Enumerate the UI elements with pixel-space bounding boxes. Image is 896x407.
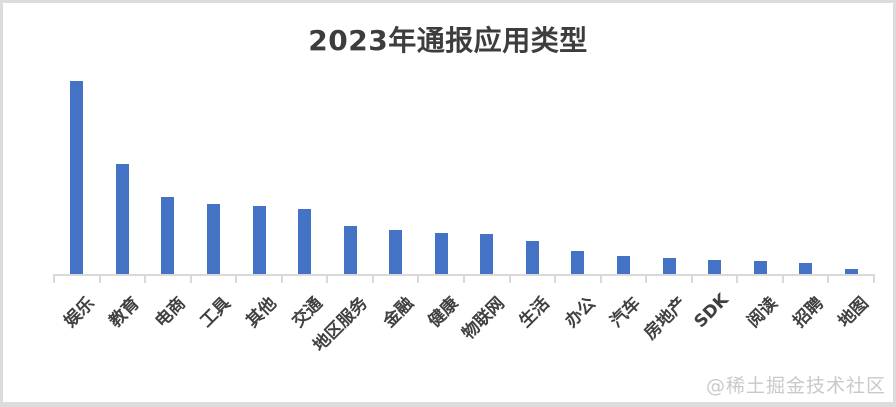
- axis-tick: [326, 274, 329, 283]
- bar-slot: [327, 81, 373, 274]
- x-axis-label: 金融: [379, 293, 418, 332]
- bar-slot: [373, 81, 419, 274]
- bar: [662, 257, 676, 274]
- axis-tick: [873, 274, 875, 283]
- plot-area: [54, 81, 874, 274]
- bar: [434, 232, 448, 274]
- axis-tick: [98, 274, 101, 283]
- bar: [389, 229, 403, 274]
- axis-tick: [827, 274, 830, 283]
- axis-tick: [417, 274, 420, 283]
- bar-slot: [145, 81, 191, 274]
- bar: [799, 263, 813, 274]
- bar-slot: [737, 81, 783, 274]
- x-axis-label: 教育: [105, 293, 144, 332]
- bar-slot: [419, 81, 465, 274]
- bar: [753, 260, 767, 274]
- axis-tick: [280, 274, 283, 283]
- axis-tick: [554, 274, 557, 283]
- bar-slot: [191, 81, 237, 274]
- bar-slot: [692, 81, 738, 274]
- watermark: @稀土掘金技术社区: [705, 375, 886, 397]
- bar-slot: [555, 81, 601, 274]
- bar-slot: [236, 81, 282, 274]
- x-axis-label: 地图: [834, 293, 873, 332]
- bar-slot: [646, 81, 692, 274]
- axis-tick: [189, 274, 192, 283]
- bar-slot: [601, 81, 647, 274]
- bar-slot: [783, 81, 829, 274]
- axis-tick: [599, 274, 602, 283]
- x-axis-label: SDK: [690, 290, 733, 333]
- x-axis-label: 生活: [515, 293, 554, 332]
- x-axis-label: 招聘: [789, 293, 828, 332]
- bar-slot: [54, 81, 100, 274]
- bar: [161, 196, 175, 274]
- bar: [571, 250, 585, 274]
- x-axis-label: 娱乐: [60, 293, 99, 332]
- bar: [206, 203, 220, 274]
- axis-tick: [371, 274, 374, 283]
- bar: [708, 259, 722, 274]
- axis-tick: [53, 274, 55, 283]
- x-axis-label: 房地产: [640, 293, 691, 344]
- axis-tick: [144, 274, 147, 283]
- x-axis-label: 电商: [151, 293, 190, 332]
- bar: [480, 234, 494, 274]
- axis-tick: [463, 274, 465, 283]
- x-axis-label: 阅读: [743, 293, 782, 332]
- x-axis-label: 其他: [242, 293, 281, 332]
- bar-slot: [100, 81, 146, 274]
- bar: [617, 255, 631, 274]
- bar-slot: [510, 81, 556, 274]
- axis-tick: [781, 274, 784, 283]
- bar-slot: [464, 81, 510, 274]
- chart-title: 2023年通报应用类型: [308, 24, 588, 57]
- bar-slot: [829, 81, 875, 274]
- axis-tick: [508, 274, 511, 283]
- bar: [115, 164, 129, 274]
- axis-tick: [645, 274, 648, 283]
- bar: [844, 269, 858, 274]
- bar: [298, 209, 312, 274]
- axis-tick: [690, 274, 693, 283]
- bar-slot: [282, 81, 328, 274]
- x-axis-label: 办公: [561, 293, 600, 332]
- axis-tick: [736, 274, 739, 283]
- bar: [252, 205, 266, 274]
- axis-tick: [235, 274, 238, 283]
- bar: [525, 241, 539, 274]
- bar: [70, 81, 84, 274]
- bar: [343, 225, 357, 274]
- x-axis-label: 物联网: [458, 293, 509, 344]
- x-axis-label: 工具: [196, 293, 236, 332]
